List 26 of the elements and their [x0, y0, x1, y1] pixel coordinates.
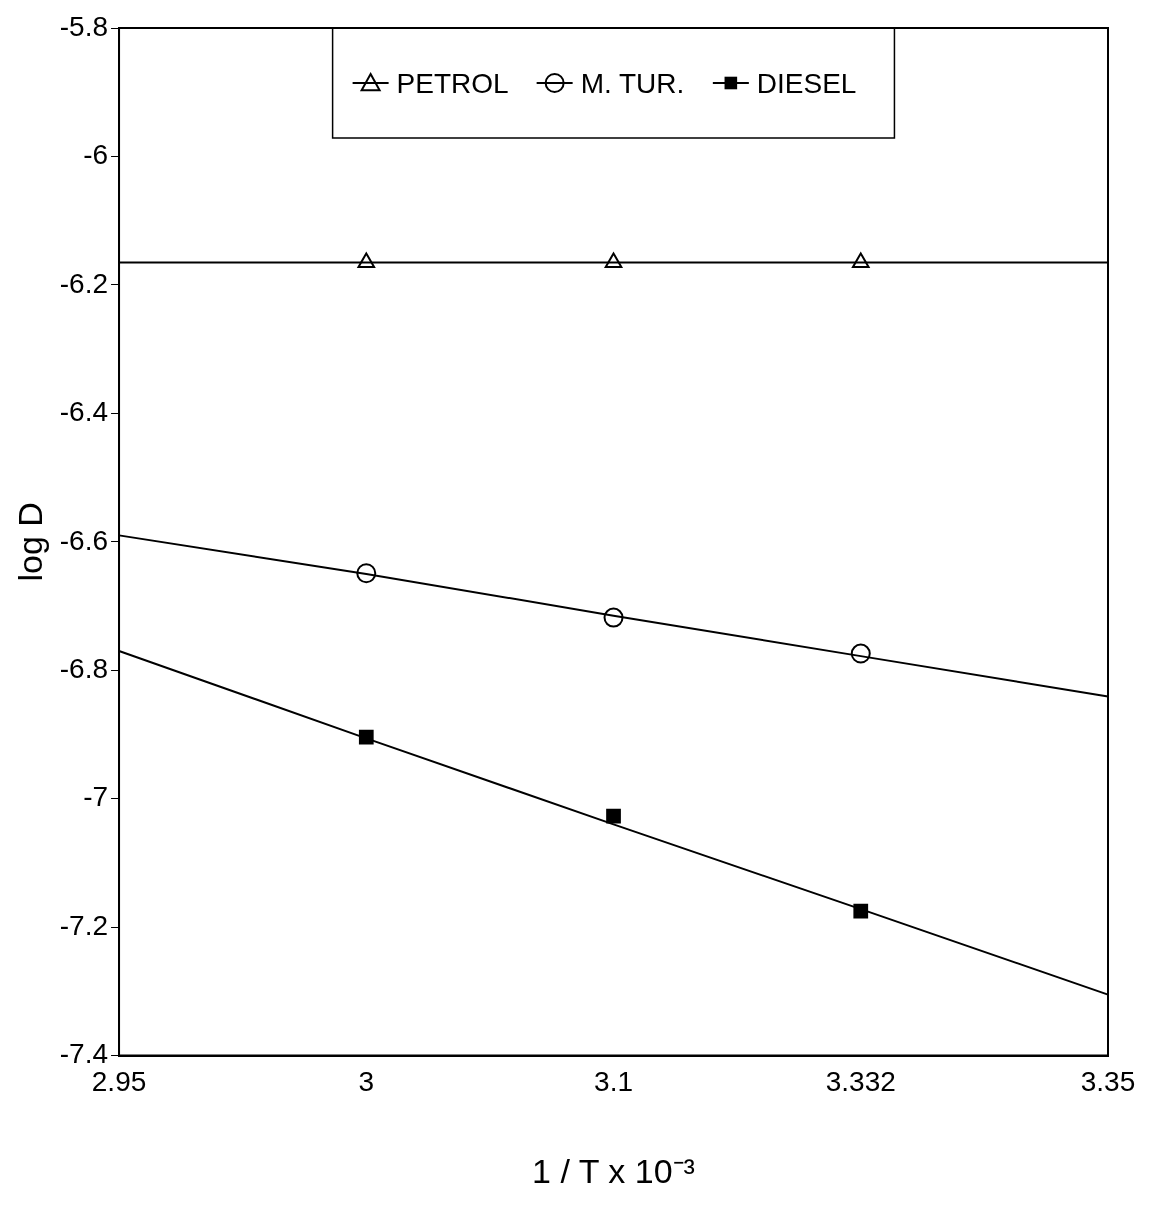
y-tick-label: -7.2 — [59, 909, 109, 941]
x-tick-label: 3.35 — [1080, 1066, 1136, 1098]
x-tick-label: 3 — [358, 1066, 375, 1098]
x-axis-title: 1 / T x 10⁻³ — [532, 1151, 695, 1190]
y-tick-label: -6 — [83, 139, 109, 171]
y-tick-label: -6.6 — [59, 524, 109, 556]
point — [853, 903, 869, 919]
x-tick-label: 3.1 — [594, 1066, 633, 1098]
y-tick-label: -6.8 — [59, 652, 109, 684]
y-tick-label: -6.2 — [59, 267, 109, 299]
point — [604, 252, 623, 268]
legend-label: M. TUR. — [580, 67, 685, 99]
y-axis-title: log D — [10, 502, 49, 582]
y-tick-label: -5.8 — [59, 10, 109, 42]
legend-label: DIESEL — [756, 67, 857, 99]
y-tick-label: -7 — [83, 781, 109, 813]
x-tick-label: 3.332 — [825, 1066, 896, 1098]
legend-label: PETROL — [396, 67, 509, 99]
point — [356, 563, 377, 584]
point — [603, 607, 624, 628]
y-tick-label: -6.4 — [59, 396, 109, 428]
point — [357, 252, 376, 268]
point — [850, 643, 871, 664]
point — [606, 808, 621, 824]
point — [358, 729, 374, 745]
point — [851, 252, 870, 268]
